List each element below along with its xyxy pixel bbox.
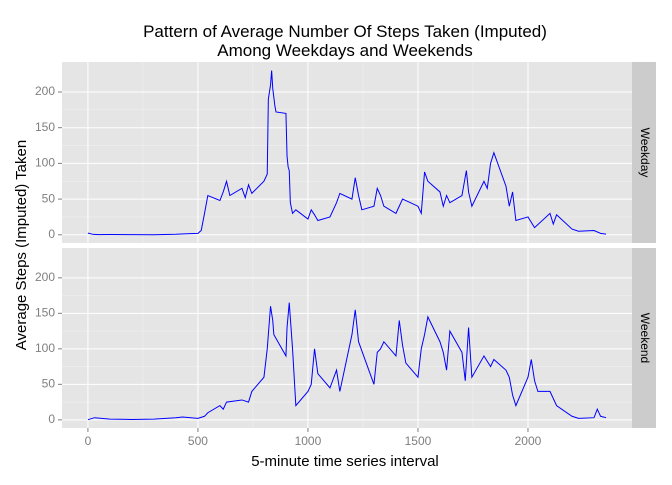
panel-background: [62, 62, 632, 243]
y-tick-label: 200: [35, 270, 55, 284]
x-tick-label: 1000: [295, 434, 322, 448]
y-tick-label: 100: [35, 341, 55, 355]
chart-title: Pattern of Average Number Of Steps Taken…: [143, 22, 547, 60]
facet-strip: [632, 248, 656, 428]
title-line: Among Weekdays and Weekends: [217, 41, 472, 60]
data-line: [87, 302, 607, 421]
facet-label: Weekend: [638, 313, 652, 363]
y-tick-label: 50: [42, 377, 56, 391]
y-tick-label: 0: [48, 412, 55, 426]
title-line: Pattern of Average Number Of Steps Taken…: [143, 22, 547, 41]
x-axis-label: 5-minute time series interval: [251, 453, 439, 470]
panel-background: [62, 248, 632, 428]
facet-strip: [632, 62, 656, 243]
y-tick-label: 50: [42, 191, 56, 205]
facet-label: Weekday: [638, 128, 652, 178]
y-tick-label: 0: [48, 227, 55, 241]
x-tick-label: 0: [85, 434, 92, 448]
y-tick-label: 150: [35, 305, 55, 319]
y-tick-label: 200: [35, 84, 55, 98]
y-tick-label: 150: [35, 120, 55, 134]
x-tick-label: 500: [188, 434, 208, 448]
y-axis-label: Average Steps (Imputed) Taken: [13, 140, 30, 350]
y-tick-label: 100: [35, 156, 55, 170]
data-line: [87, 70, 607, 236]
x-tick-label: 1500: [405, 434, 432, 448]
x-tick-label: 2000: [515, 434, 542, 448]
